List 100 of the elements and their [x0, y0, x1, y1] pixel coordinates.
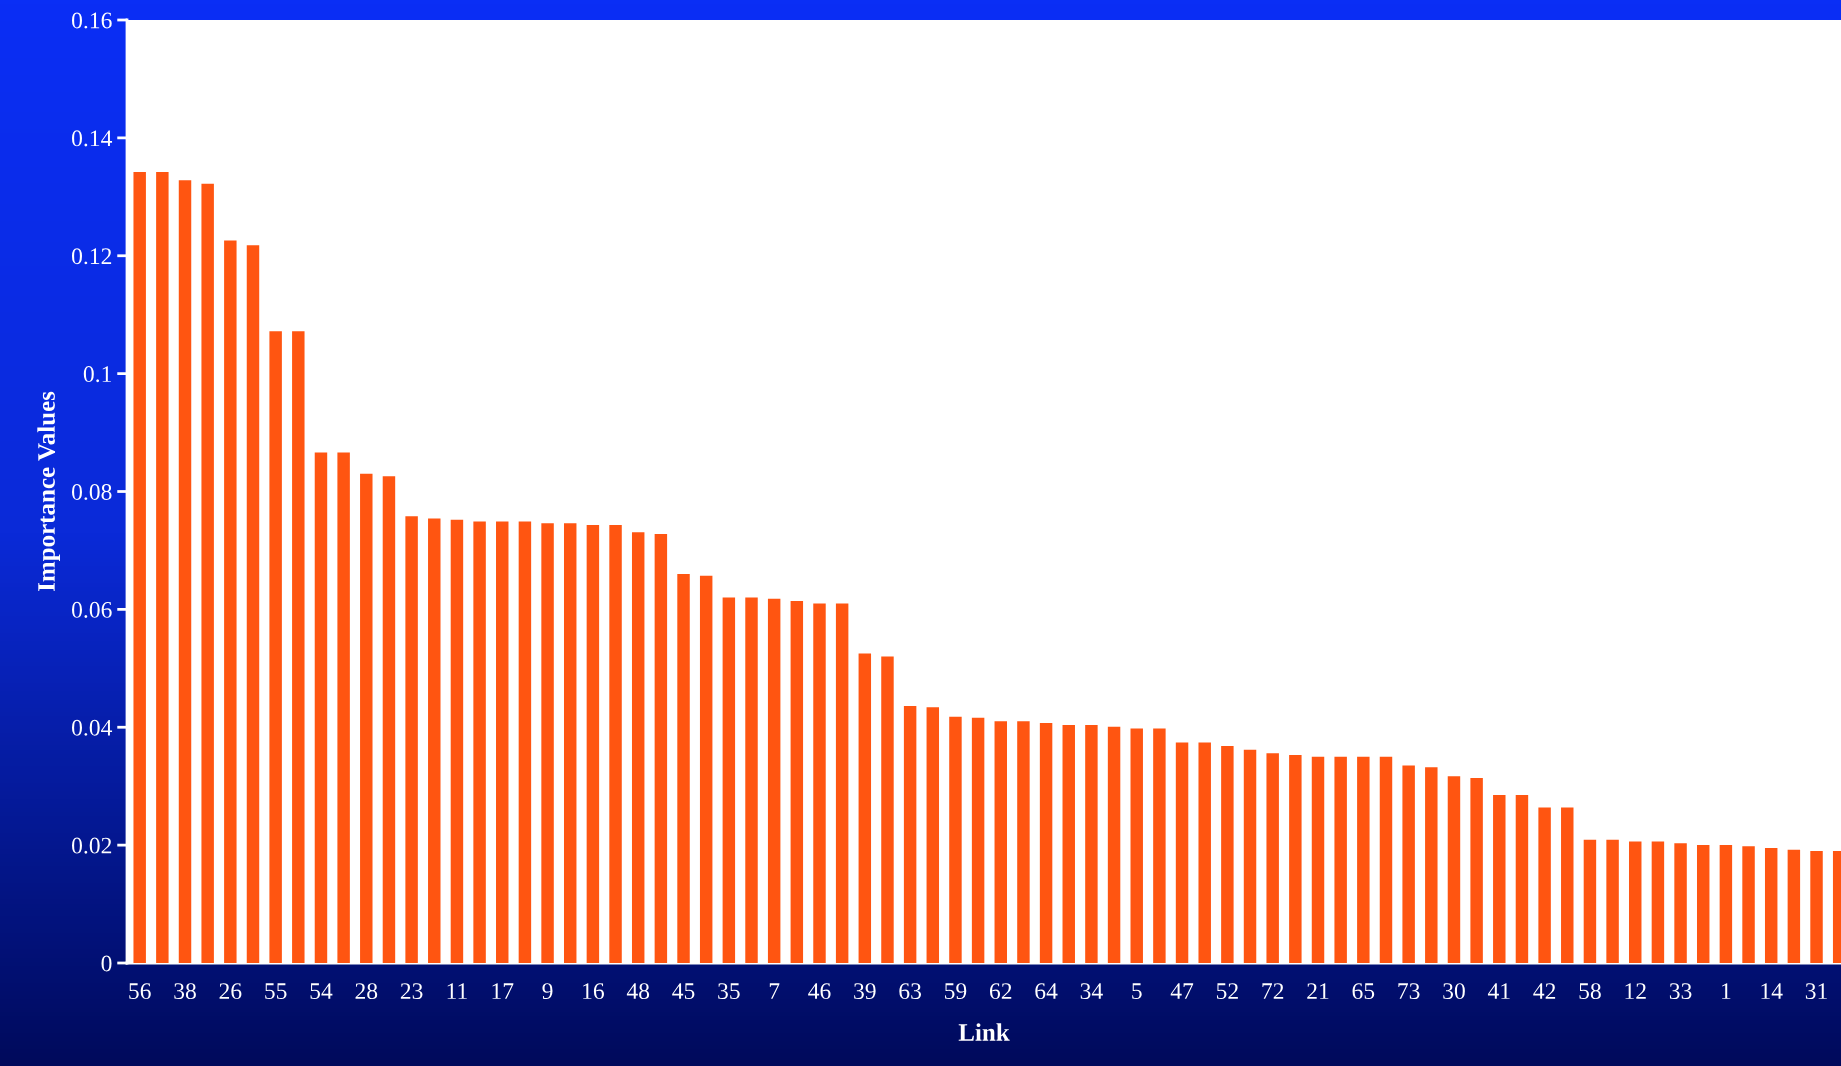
bar — [654, 533, 668, 963]
bar — [1810, 851, 1823, 963]
bar — [1764, 848, 1778, 963]
x-tick-label: 12 — [1625, 983, 1646, 999]
y-tick-label: 0.08 — [72, 483, 112, 501]
bar — [586, 525, 600, 963]
bar — [1538, 807, 1551, 963]
bar — [903, 706, 917, 963]
y-tick-label: 0.12 — [72, 248, 112, 265]
bar — [1425, 767, 1438, 963]
bar — [1311, 756, 1325, 963]
y-tick-label: 0.04 — [72, 719, 113, 736]
bar — [1719, 845, 1733, 963]
bar — [1379, 756, 1393, 963]
bar — [1175, 742, 1189, 963]
bar — [1470, 777, 1483, 963]
bar — [1289, 754, 1302, 963]
x-tick-label: 58 — [1579, 983, 1601, 1000]
bar — [496, 521, 509, 963]
bar — [564, 523, 577, 963]
x-tick-label: 46 — [808, 983, 831, 1000]
bar — [156, 172, 169, 963]
bar — [1583, 839, 1597, 963]
bar — [473, 521, 486, 963]
bar — [382, 476, 396, 963]
y-axis-title: Importance Values — [37, 391, 60, 592]
x-tick-label: 30 — [1443, 983, 1465, 1000]
x-tick-label: 34 — [1080, 983, 1103, 1000]
bar — [1221, 746, 1234, 963]
bar — [722, 597, 736, 963]
x-tick-label: 16 — [583, 983, 604, 1000]
bar — [631, 532, 645, 963]
bar — [926, 707, 940, 963]
x-tick-label: 65 — [1352, 983, 1375, 1000]
bar — [1787, 849, 1801, 963]
y-tick-label: 0.16 — [72, 12, 112, 29]
x-tick-label: 7 — [769, 983, 780, 999]
bar — [745, 597, 758, 963]
bar — [337, 452, 350, 963]
bar — [178, 180, 192, 963]
bar — [269, 331, 282, 963]
x-tick-label: 33 — [1669, 983, 1692, 1000]
x-tick-label: 54 — [310, 983, 333, 1000]
bar — [518, 521, 532, 963]
y-tick-label: 0 — [101, 955, 112, 972]
x-tick-label: 59 — [945, 983, 967, 1000]
x-tick-label: 73 — [1398, 983, 1420, 1000]
x-tick-label: 1 — [1722, 983, 1731, 999]
y-tick-label: 0.1 — [83, 366, 111, 383]
x-tick-label: 17 — [492, 983, 514, 999]
x-tick-label: 31 — [1805, 983, 1827, 1000]
bar — [813, 603, 826, 963]
x-axis-title: Link — [958, 1023, 1010, 1041]
bar — [1561, 807, 1574, 963]
bar — [858, 653, 872, 963]
bar — [1017, 721, 1030, 963]
x-tick-label: 14 — [1761, 983, 1783, 999]
bar — [1062, 724, 1075, 963]
x-tick-label: 63 — [899, 983, 922, 1000]
bar — [1198, 742, 1211, 963]
bar — [1357, 756, 1370, 963]
bar — [971, 717, 985, 963]
y-tick-label: 0.02 — [72, 837, 112, 854]
bar — [1039, 723, 1053, 963]
x-tick-label: 35 — [718, 983, 740, 1000]
bar — [835, 603, 849, 963]
bar — [1674, 843, 1687, 963]
bar — [1629, 841, 1642, 963]
bar — [677, 574, 690, 963]
x-tick-label: 38 — [174, 983, 196, 1000]
x-tick-label: 26 — [219, 983, 242, 1000]
x-tick-label: 72 — [1262, 983, 1284, 999]
bar — [1493, 795, 1506, 963]
x-tick-label: 39 — [854, 983, 876, 1000]
bar — [133, 172, 146, 963]
bar — [790, 601, 804, 963]
bar — [949, 716, 962, 963]
bar — [1742, 846, 1755, 963]
bar — [1447, 776, 1461, 963]
y-tick-label: 0.14 — [72, 130, 113, 147]
bar — [1651, 841, 1665, 963]
bar — [881, 656, 894, 963]
x-tick-label: 55 — [265, 983, 287, 1000]
x-tick-label: 9 — [542, 983, 553, 1000]
x-tick-label: 41 — [1487, 983, 1510, 999]
bar — [1334, 756, 1347, 963]
bar — [699, 575, 713, 963]
bar — [1130, 728, 1143, 963]
bar — [767, 598, 781, 963]
bar — [609, 525, 622, 963]
x-tick-label: 45 — [672, 983, 695, 1000]
x-tick-label: 56 — [129, 983, 151, 1000]
x-tick-label: 5 — [1132, 983, 1142, 1000]
bar — [314, 452, 328, 963]
bar — [1266, 753, 1279, 963]
bar — [994, 721, 1007, 963]
x-tick-label: 52 — [1216, 983, 1238, 1000]
x-tick-label: 28 — [355, 983, 378, 1000]
x-tick-label: 11 — [447, 983, 467, 999]
bar — [450, 519, 464, 963]
